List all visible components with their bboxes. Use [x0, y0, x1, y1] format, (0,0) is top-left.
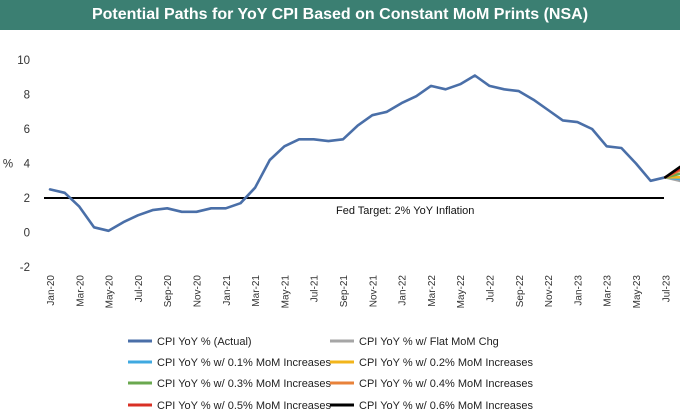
x-tick-label: Jul-20 [134, 275, 145, 303]
legend-label: CPI YoY % w/ 0.6% MoM Increases [359, 400, 534, 412]
y-tick-label: 8 [24, 90, 30, 102]
y-tick-label: 6 [24, 124, 30, 136]
y-axis: 10 8 6 4 2 0 -2% [3, 55, 31, 274]
y-axis-label: % [3, 159, 13, 171]
legend-label: CPI YoY % w/ 0.4% MoM Increases [359, 378, 534, 390]
y-tick-label: -2 [20, 262, 30, 274]
x-tick-label: Jan-23 [573, 275, 584, 306]
series-line-cpi-yoy-w-0-6-mom-increases [663, 165, 680, 179]
chart-title: Potential Paths for YoY CPI Based on Con… [0, 0, 680, 30]
x-tick-label: Sep-20 [163, 275, 174, 308]
x-tick-label: Sep-21 [339, 275, 350, 308]
x-tick-label: Jan-22 [398, 275, 409, 306]
legend-label: CPI YoY % w/ 0.1% MoM Increases [157, 357, 332, 369]
series-group [48, 74, 680, 233]
series-line-cpi-yoy-actual [48, 74, 667, 233]
legend-label: CPI YoY % w/ 0.3% MoM Increases [157, 378, 332, 390]
x-tick-label: Jan-20 [46, 275, 57, 306]
y-tick-label: 2 [24, 193, 30, 205]
reference-line-group: Fed Target: 2% YoY Inflation [44, 197, 664, 217]
legend-label: CPI YoY % w/ 0.5% MoM Increases [157, 400, 332, 412]
y-tick-label: 0 [24, 228, 30, 240]
x-tick-label: Jul-22 [486, 275, 497, 303]
x-tick-label: Jul-23 [661, 275, 672, 303]
x-tick-label: Mar-20 [75, 275, 86, 307]
series-line-cpi-yoy-w-flat-mom-chg [663, 176, 680, 183]
x-axis: Jan-20 Mar-20 May-20 Jul-20 Sep-20 Nov-20 Jan-… [46, 275, 672, 309]
x-tick-label: Nov-22 [544, 275, 555, 308]
legend-label: CPI YoY % (Actual) [157, 336, 252, 348]
x-tick-label: May-23 [632, 275, 643, 309]
x-tick-label: Jul-21 [310, 275, 321, 303]
x-tick-label: Nov-21 [368, 275, 379, 308]
x-tick-label: Jan-21 [222, 275, 233, 306]
x-tick-label: Sep-22 [515, 275, 526, 308]
x-tick-label: Mar-22 [427, 275, 438, 307]
x-tick-label: Mar-23 [603, 275, 614, 307]
fed-target-label: Fed Target: 2% YoY Inflation [336, 205, 474, 217]
y-tick-label: 4 [24, 159, 31, 171]
x-tick-label: Nov-20 [193, 275, 204, 308]
legend-label: CPI YoY % w/ 0.2% MoM Increases [359, 357, 534, 369]
x-tick-label: May-22 [456, 275, 467, 309]
x-tick-label: May-21 [280, 275, 291, 309]
legend: CPI YoY % (Actual) CPI YoY % w/ Flat MoM … [128, 336, 534, 412]
legend-label: CPI YoY % w/ Flat MoM Chg [359, 336, 499, 348]
x-tick-label: Mar-21 [251, 275, 262, 307]
x-tick-label: May-20 [105, 275, 116, 309]
y-tick-label: 10 [17, 55, 30, 67]
